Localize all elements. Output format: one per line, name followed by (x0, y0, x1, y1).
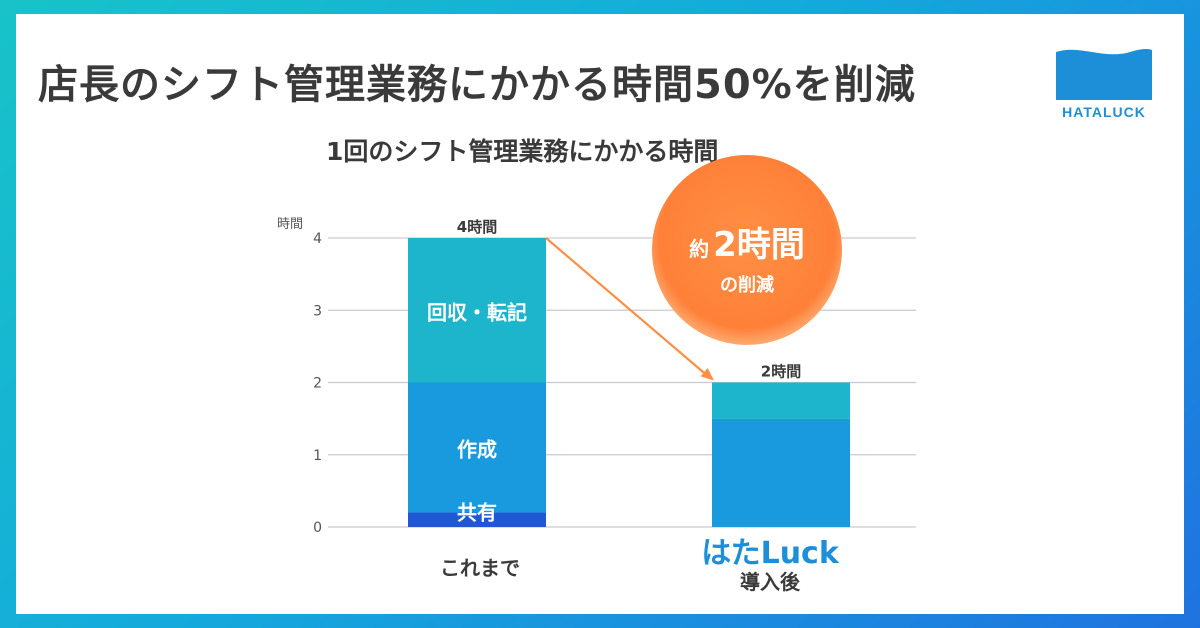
y-axis-label: 時間 (277, 217, 303, 232)
hataluck-logo: HATALUCK (1052, 44, 1156, 124)
segment-label: 共有 (457, 501, 497, 525)
y-tick-label: 1 (313, 448, 322, 464)
bar-total-label: 4時間 (457, 218, 497, 236)
wave-logo-icon (1056, 48, 1152, 100)
logo-text: HATALUCK (1062, 104, 1146, 120)
segment-label: 作成 (457, 438, 497, 462)
category-label-after: 導入後 (740, 570, 800, 594)
category-label-before: これまで (440, 556, 520, 580)
reduction-badge: 約 2時間 の削減 (652, 155, 842, 345)
y-tick-label: 4 (313, 231, 322, 247)
y-tick-label: 2 (313, 376, 322, 392)
reduction-amount: 2時間 (713, 225, 805, 265)
reduction-badge-line1: 約 2時間 (652, 217, 842, 266)
reduction-suffix: の削減 (720, 275, 774, 296)
headline: 店長のシフト管理業務にかかる時間50%を削減 (38, 62, 916, 108)
bar-segment (408, 382, 546, 513)
chart-title: 1回のシフト管理業務にかかる時間 (326, 137, 719, 166)
bar-segment (712, 382, 850, 419)
bar-segment (712, 418, 850, 527)
bar-segment (408, 512, 546, 527)
bar-total-label: 2時間 (761, 363, 801, 381)
brand-label: はたLuck (701, 536, 839, 571)
arrow-head-icon (700, 368, 714, 381)
bar-segment (408, 238, 546, 383)
segment-label: 回収・転記 (427, 300, 527, 324)
reduction-prefix: 約 (689, 237, 710, 261)
y-tick-label: 3 (313, 303, 322, 319)
reduction-arrow (545, 237, 707, 376)
card: 店長のシフト管理業務にかかる時間50%を削減 HATALUCK 1回のシフト管理… (16, 14, 1184, 614)
y-tick-label: 0 (313, 520, 322, 536)
